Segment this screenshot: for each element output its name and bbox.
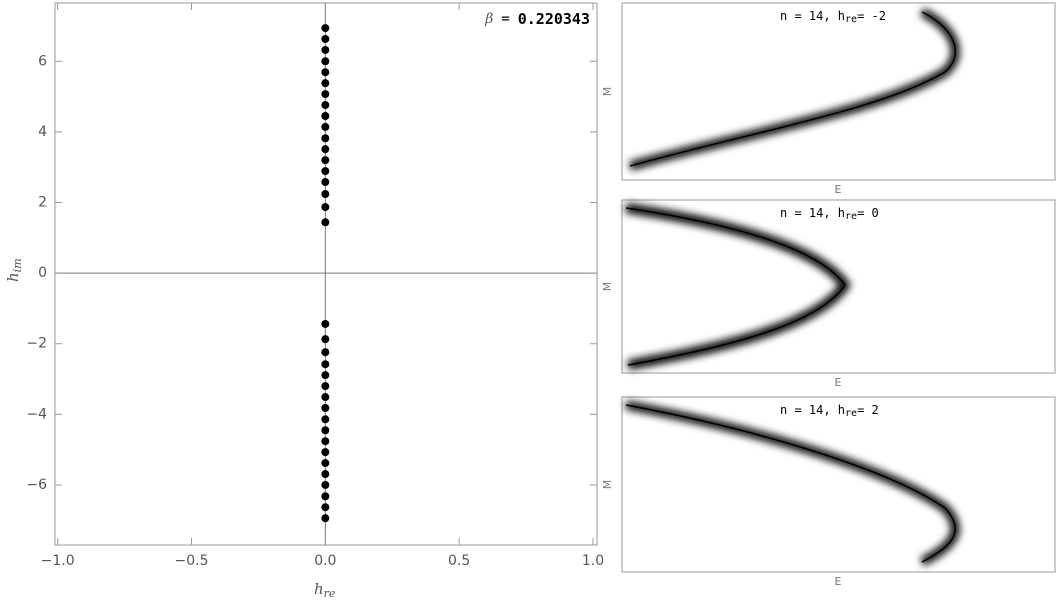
title-sub: re <box>845 408 857 419</box>
point <box>321 156 330 165</box>
point <box>321 426 330 435</box>
point <box>321 134 330 143</box>
y-axis-label: him <box>4 258 24 282</box>
point <box>321 101 330 110</box>
point <box>321 403 330 412</box>
x-label-base: h <box>314 580 324 598</box>
point <box>321 393 330 402</box>
x-tick-label: 1.0 <box>582 553 604 569</box>
x-tick-label: −0.5 <box>175 553 209 569</box>
point <box>321 190 330 199</box>
point <box>321 167 330 176</box>
title-suffix: = 0 <box>857 206 879 220</box>
x-axis-label: E <box>835 376 842 389</box>
beta-value: 0.220343 <box>518 10 590 28</box>
panel-frame <box>621 396 1056 573</box>
y-axis-label: M <box>601 282 614 292</box>
point <box>321 514 330 523</box>
point <box>321 218 330 227</box>
x-axis-label: E <box>835 575 842 588</box>
point <box>321 459 330 468</box>
annotation: β = 0.220343 <box>484 10 590 28</box>
density-panel <box>621 396 1056 573</box>
y-tick-label: 2 <box>38 194 47 210</box>
point <box>321 382 330 391</box>
title-suffix: = 2 <box>857 403 879 417</box>
title-prefix: n = 14, h <box>780 9 845 23</box>
panel-title: n = 14, hre= -2 <box>780 9 886 26</box>
point <box>321 68 330 77</box>
point <box>321 415 330 424</box>
density-core <box>625 207 846 366</box>
point <box>321 145 330 154</box>
title-prefix: n = 14, h <box>780 403 845 417</box>
point <box>321 448 330 457</box>
x-tick-label: 0.0 <box>314 553 336 569</box>
x-tick-label: 0.5 <box>448 553 470 569</box>
panel-frame <box>621 2 1056 181</box>
point <box>321 319 330 328</box>
x-tick-label: −1.0 <box>41 553 75 569</box>
y-axis-label: M <box>601 87 614 97</box>
y-label-base: h <box>4 272 22 282</box>
x-axis-label: E <box>835 183 842 196</box>
point <box>321 470 330 479</box>
density-band <box>628 7 960 171</box>
panel-title: n = 14, hre= 2 <box>780 403 879 420</box>
point <box>321 360 330 369</box>
panel-frame <box>621 199 1056 374</box>
point <box>321 335 330 344</box>
density-core <box>629 11 956 167</box>
point <box>321 79 330 88</box>
density-core <box>625 404 956 563</box>
point <box>321 371 330 380</box>
density-band <box>625 400 960 566</box>
point <box>321 45 330 54</box>
y-tick-label: −2 <box>26 336 47 352</box>
point <box>321 111 330 120</box>
point <box>321 492 330 501</box>
title-sub: re <box>845 211 857 222</box>
point <box>321 90 330 99</box>
panel-title: n = 14, hre= 0 <box>780 206 879 223</box>
y-tick-label: 0 <box>38 265 47 281</box>
y-tick-label: −6 <box>26 477 47 493</box>
density-panel <box>621 2 1056 181</box>
y-tick-label: 6 <box>38 53 47 69</box>
beta-symbol: β <box>484 11 493 27</box>
point <box>321 57 330 66</box>
point <box>321 348 330 357</box>
x-axis-label: hre <box>314 580 336 600</box>
y-tick-label: 4 <box>38 124 47 140</box>
y-label-sub: im <box>11 258 24 272</box>
density-panel <box>621 199 1056 374</box>
equals: = <box>501 11 509 27</box>
point <box>321 503 330 512</box>
point <box>321 178 330 187</box>
title-sub: re <box>845 14 857 25</box>
y-tick-label: −4 <box>26 406 47 422</box>
point <box>321 203 330 212</box>
plot-frame <box>54 2 598 546</box>
point <box>321 122 330 131</box>
point <box>321 437 330 446</box>
x-label-sub: re <box>324 587 336 600</box>
title-prefix: n = 14, h <box>780 206 845 220</box>
title-suffix: = -2 <box>857 9 886 23</box>
point <box>321 480 330 489</box>
y-axis-label: M <box>601 480 614 490</box>
point <box>321 35 330 44</box>
point <box>321 24 330 33</box>
